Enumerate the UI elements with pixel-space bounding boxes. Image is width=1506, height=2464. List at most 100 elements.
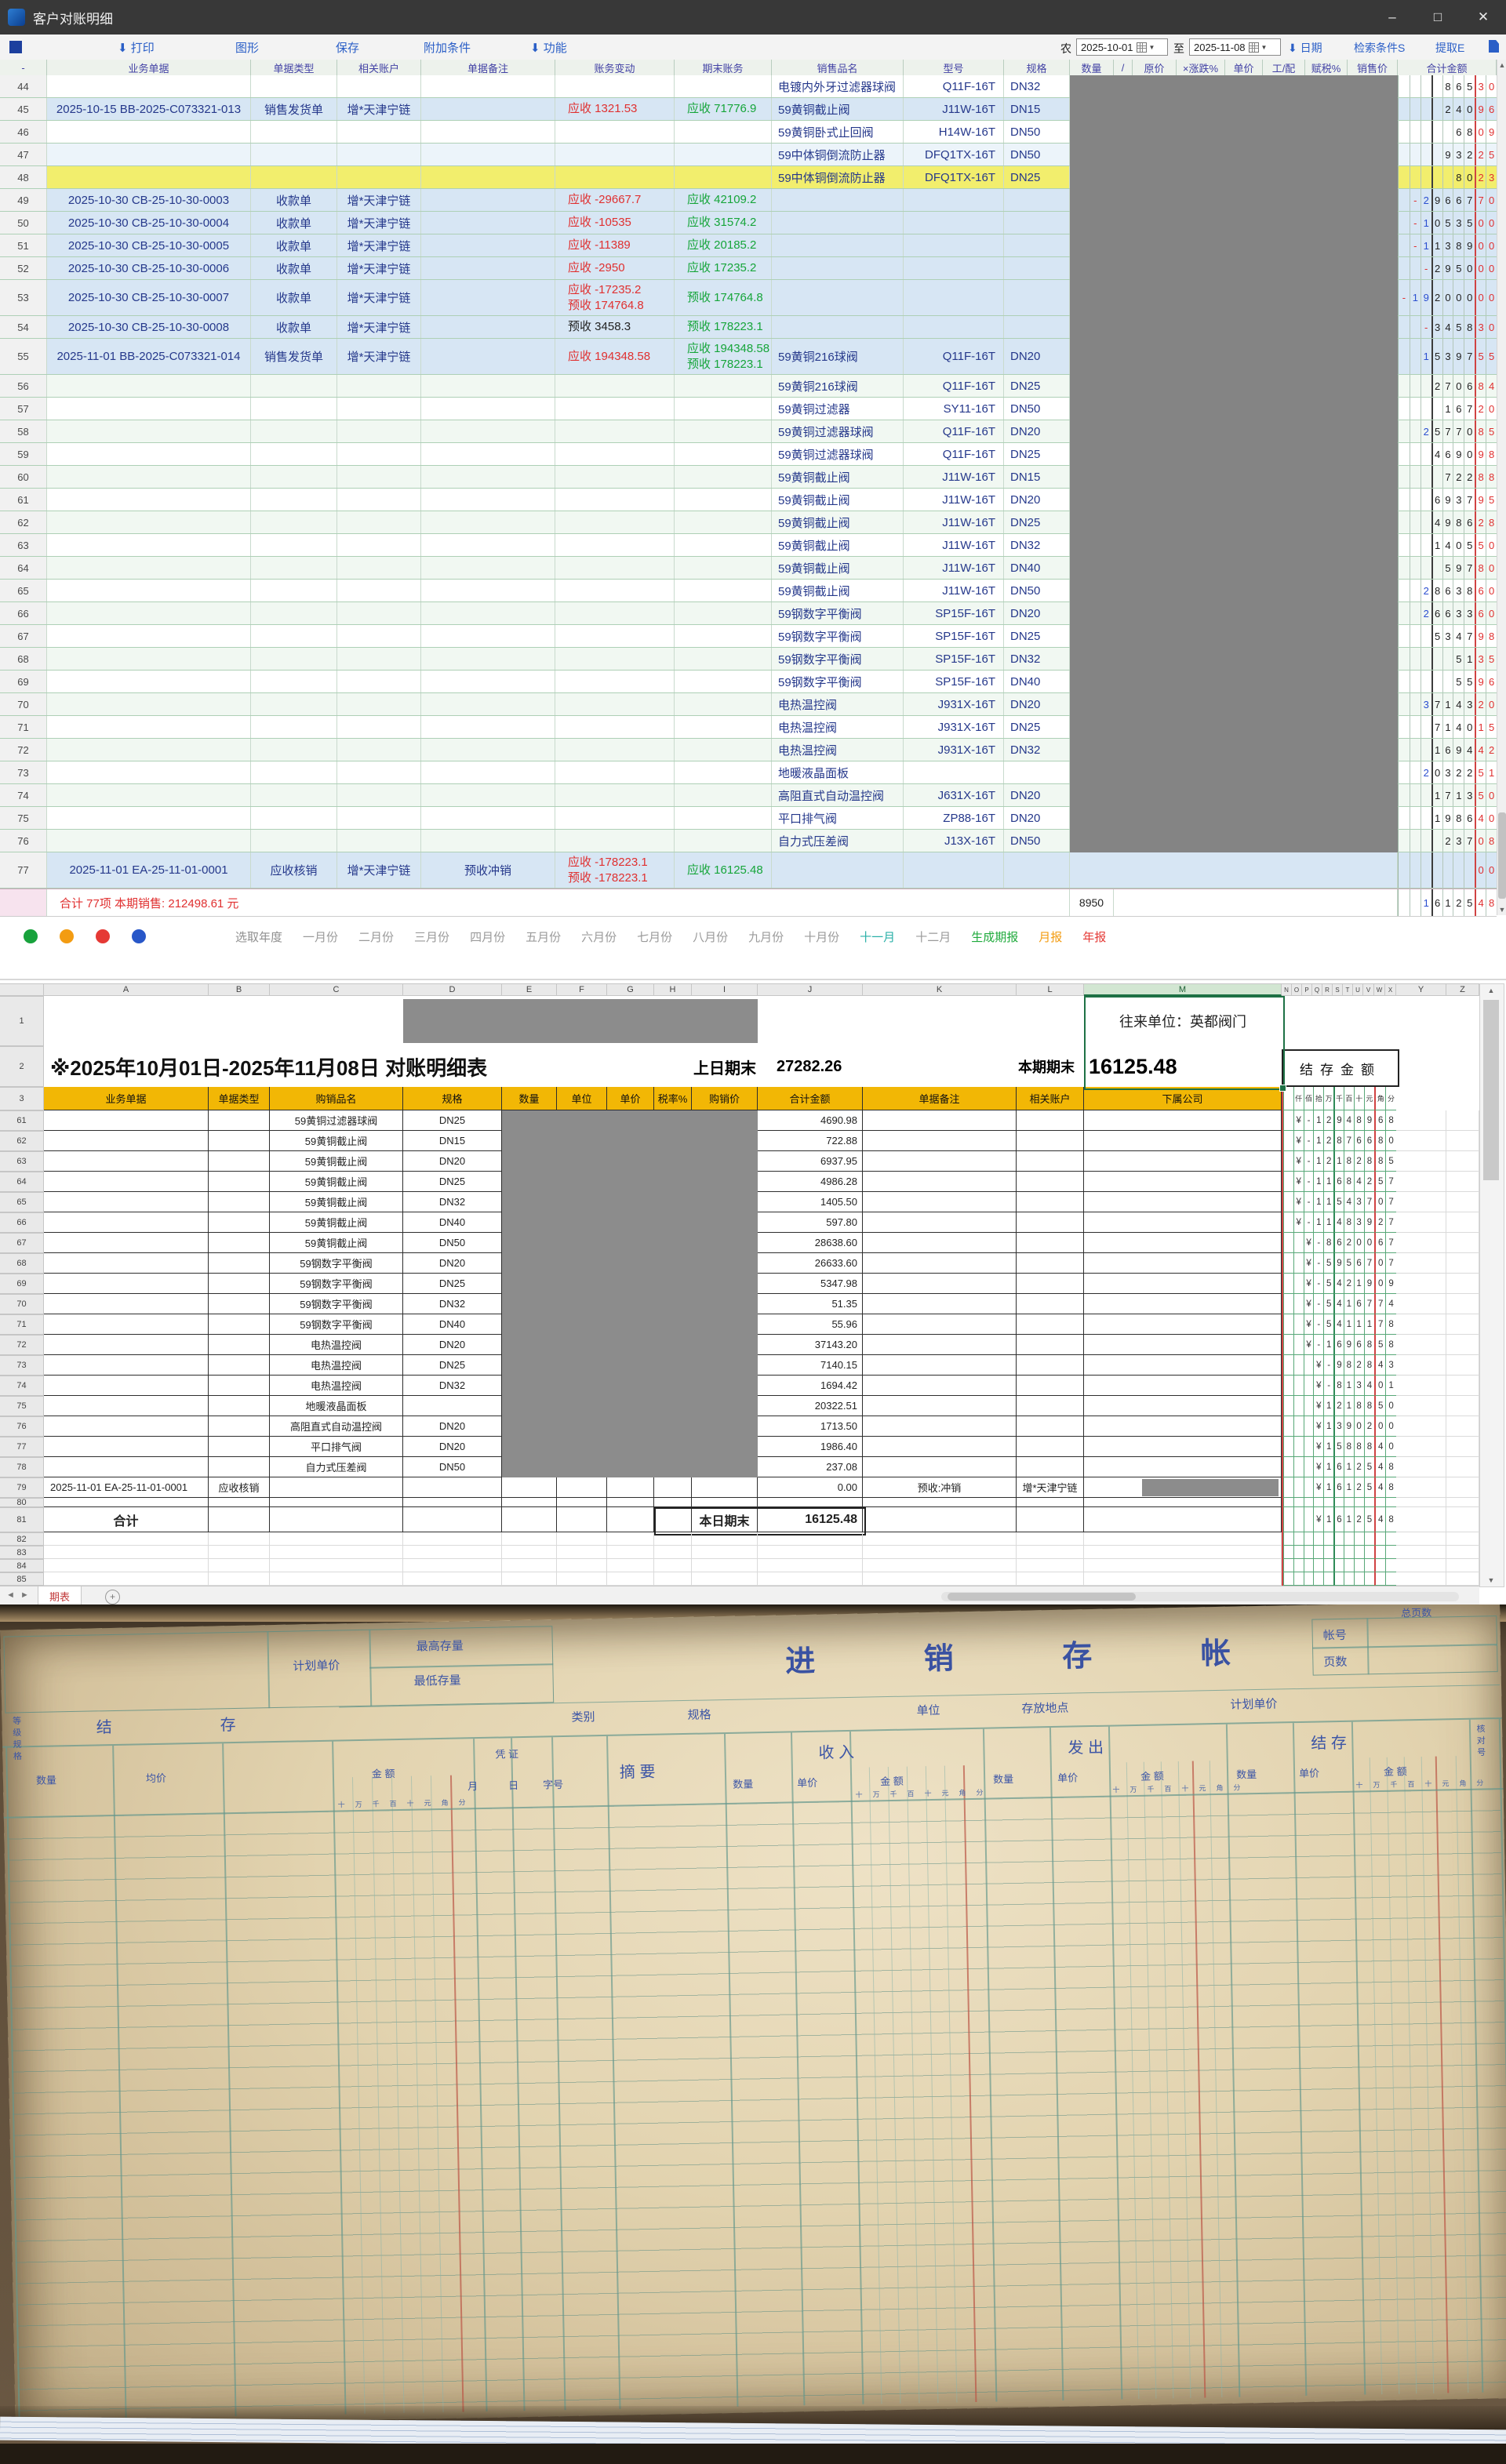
month-tab-五月份[interactable]: 五月份 bbox=[526, 931, 562, 944]
toolbar-button-0[interactable]: ⬇ 打印 bbox=[118, 42, 155, 55]
column-header-K[interactable]: K bbox=[863, 983, 1017, 996]
row-header-83[interactable]: 83 bbox=[0, 1546, 44, 1559]
column-header-D[interactable]: D bbox=[403, 983, 502, 996]
sheet-prev-icon[interactable]: ◄ bbox=[6, 1590, 15, 1600]
minimize-button[interactable]: – bbox=[1388, 9, 1396, 24]
column-header-V[interactable]: V bbox=[1363, 983, 1374, 996]
row-header-81[interactable]: 81 bbox=[0, 1507, 44, 1532]
row-header-68[interactable]: 68 bbox=[0, 1253, 44, 1274]
chevron-down-icon[interactable]: ▼ bbox=[1260, 43, 1268, 51]
month-tab-生成期报[interactable]: 生成期报 bbox=[971, 931, 1019, 944]
table-row[interactable]: 77 2025-11-01 EA-25-11-01-0001 应收核销 增*天津宁链预… bbox=[0, 852, 1497, 889]
extract-button[interactable]: 提取E bbox=[1435, 42, 1465, 54]
row-header-3[interactable]: 3 bbox=[0, 1087, 44, 1110]
row-header-79[interactable]: 79 bbox=[0, 1477, 44, 1498]
month-tab-十一月[interactable]: 十一月 bbox=[860, 931, 896, 944]
select-all-corner[interactable] bbox=[0, 983, 44, 996]
row-header-65[interactable]: 65 bbox=[0, 1192, 44, 1212]
close-button[interactable]: ✕ bbox=[1477, 9, 1490, 24]
month-tab-六月份[interactable]: 六月份 bbox=[581, 931, 617, 944]
column-header-F[interactable]: F bbox=[557, 983, 607, 996]
chevron-down-icon[interactable]: ▼ bbox=[1148, 43, 1155, 51]
date-button[interactable]: ⬇ 日期 bbox=[1288, 42, 1322, 54]
column-header-T[interactable]: T bbox=[1343, 983, 1353, 996]
row-header-84[interactable]: 84 bbox=[0, 1559, 44, 1572]
column-header-O[interactable]: O bbox=[1292, 983, 1302, 996]
month-tab-八月份[interactable]: 八月份 bbox=[693, 931, 729, 944]
column-header-N[interactable]: N bbox=[1282, 983, 1292, 996]
column-header-I[interactable]: I bbox=[692, 983, 758, 996]
row-header-74[interactable]: 74 bbox=[0, 1376, 44, 1396]
column-header-Q[interactable]: Q bbox=[1312, 983, 1322, 996]
scroll-down-icon[interactable]: ▼ bbox=[1487, 1576, 1495, 1584]
row-header-63[interactable]: 63 bbox=[0, 1151, 44, 1172]
sheet-tab[interactable]: 期表 bbox=[38, 1586, 82, 1607]
row-header-78[interactable]: 78 bbox=[0, 1457, 44, 1477]
scrollbar-thumb[interactable] bbox=[948, 1593, 1136, 1601]
row-header-67[interactable]: 67 bbox=[0, 1233, 44, 1253]
row-header-72[interactable]: 72 bbox=[0, 1335, 44, 1355]
maximize-button[interactable]: □ bbox=[1433, 9, 1442, 24]
month-tab-四月份[interactable]: 四月份 bbox=[470, 931, 506, 944]
row-header-64[interactable]: 64 bbox=[0, 1172, 44, 1192]
month-tab-二月份[interactable]: 二月份 bbox=[358, 931, 395, 944]
vertical-scrollbar[interactable]: ▲ ▼ bbox=[1497, 60, 1506, 915]
row-header-77[interactable]: 77 bbox=[0, 1437, 44, 1457]
month-tab-年报[interactable]: 年报 bbox=[1082, 931, 1107, 944]
column-header-A[interactable]: A bbox=[44, 983, 209, 996]
row-header-70[interactable]: 70 bbox=[0, 1294, 44, 1314]
row-header-76[interactable]: 76 bbox=[0, 1416, 44, 1437]
row-header-85[interactable]: 85 bbox=[0, 1572, 44, 1586]
horizontal-scrollbar[interactable] bbox=[941, 1592, 1459, 1601]
calendar-icon[interactable] bbox=[1248, 42, 1259, 53]
month-tab-十月份[interactable]: 十月份 bbox=[804, 931, 840, 944]
column-header-P[interactable]: P bbox=[1302, 983, 1312, 996]
column-header-Z[interactable]: Z bbox=[1446, 983, 1479, 996]
column-header-W[interactable]: W bbox=[1374, 983, 1385, 996]
month-tab-一月份[interactable]: 一月份 bbox=[303, 931, 339, 944]
vertical-scrollbar[interactable]: ▲ ▼ bbox=[1479, 983, 1504, 1587]
month-tab-三月份[interactable]: 三月份 bbox=[414, 931, 450, 944]
toolbar-button-4[interactable]: ⬇ 功能 bbox=[530, 42, 567, 55]
month-tab-十二月[interactable]: 十二月 bbox=[915, 931, 951, 944]
row-header-61[interactable]: 61 bbox=[0, 1110, 44, 1131]
scroll-down-icon[interactable]: ▼ bbox=[1498, 906, 1506, 914]
month-tab-选取年度[interactable]: 选取年度 bbox=[235, 931, 283, 944]
row-header-73[interactable]: 73 bbox=[0, 1355, 44, 1376]
toolbar-button-2[interactable]: 保存 bbox=[336, 42, 360, 55]
row-header-82[interactable]: 82 bbox=[0, 1532, 44, 1546]
column-header-X[interactable]: X bbox=[1385, 983, 1396, 996]
row-header-69[interactable]: 69 bbox=[0, 1274, 44, 1294]
row-header-80[interactable]: 80 bbox=[0, 1498, 44, 1507]
column-header-R[interactable]: R bbox=[1322, 983, 1333, 996]
row-header-71[interactable]: 71 bbox=[0, 1314, 44, 1335]
date-from-input[interactable]: 2025-10-01 ▼ bbox=[1076, 38, 1168, 56]
search-criteria-button[interactable]: 检索条件S bbox=[1354, 42, 1406, 54]
row-header-66[interactable]: 66 bbox=[0, 1212, 44, 1233]
row-header-62[interactable]: 62 bbox=[0, 1131, 44, 1151]
column-header-U[interactable]: U bbox=[1353, 983, 1363, 996]
column-header-J[interactable]: J bbox=[758, 983, 863, 996]
row-header-1[interactable]: 1 bbox=[0, 996, 44, 1046]
column-header-L[interactable]: L bbox=[1017, 983, 1084, 996]
column-header-H[interactable]: H bbox=[654, 983, 692, 996]
scroll-up-icon[interactable]: ▲ bbox=[1498, 61, 1506, 69]
column-header-E[interactable]: E bbox=[502, 983, 557, 996]
month-tab-七月份[interactable]: 七月份 bbox=[637, 931, 673, 944]
scrollbar-thumb[interactable] bbox=[1483, 1000, 1499, 1180]
calendar-icon[interactable] bbox=[1136, 42, 1147, 53]
column-header-S[interactable]: S bbox=[1333, 983, 1343, 996]
column-header-C[interactable]: C bbox=[270, 983, 403, 996]
row-header-75[interactable]: 75 bbox=[0, 1396, 44, 1416]
column-header-G[interactable]: G bbox=[607, 983, 654, 996]
toolbar-button-3[interactable]: 附加条件 bbox=[424, 42, 471, 55]
scroll-up-icon[interactable]: ▲ bbox=[1487, 987, 1495, 994]
column-header-M[interactable]: M bbox=[1084, 983, 1282, 996]
scrollbar-thumb[interactable] bbox=[1498, 812, 1506, 899]
document-icon[interactable] bbox=[1489, 40, 1499, 53]
add-sheet-icon[interactable]: + bbox=[105, 1590, 120, 1605]
month-tab-九月份[interactable]: 九月份 bbox=[748, 931, 784, 944]
sheet-next-icon[interactable]: ► bbox=[20, 1590, 29, 1600]
toolbar-button-1[interactable]: 图形 bbox=[235, 42, 260, 55]
row-header-2[interactable]: 2 bbox=[0, 1046, 44, 1087]
